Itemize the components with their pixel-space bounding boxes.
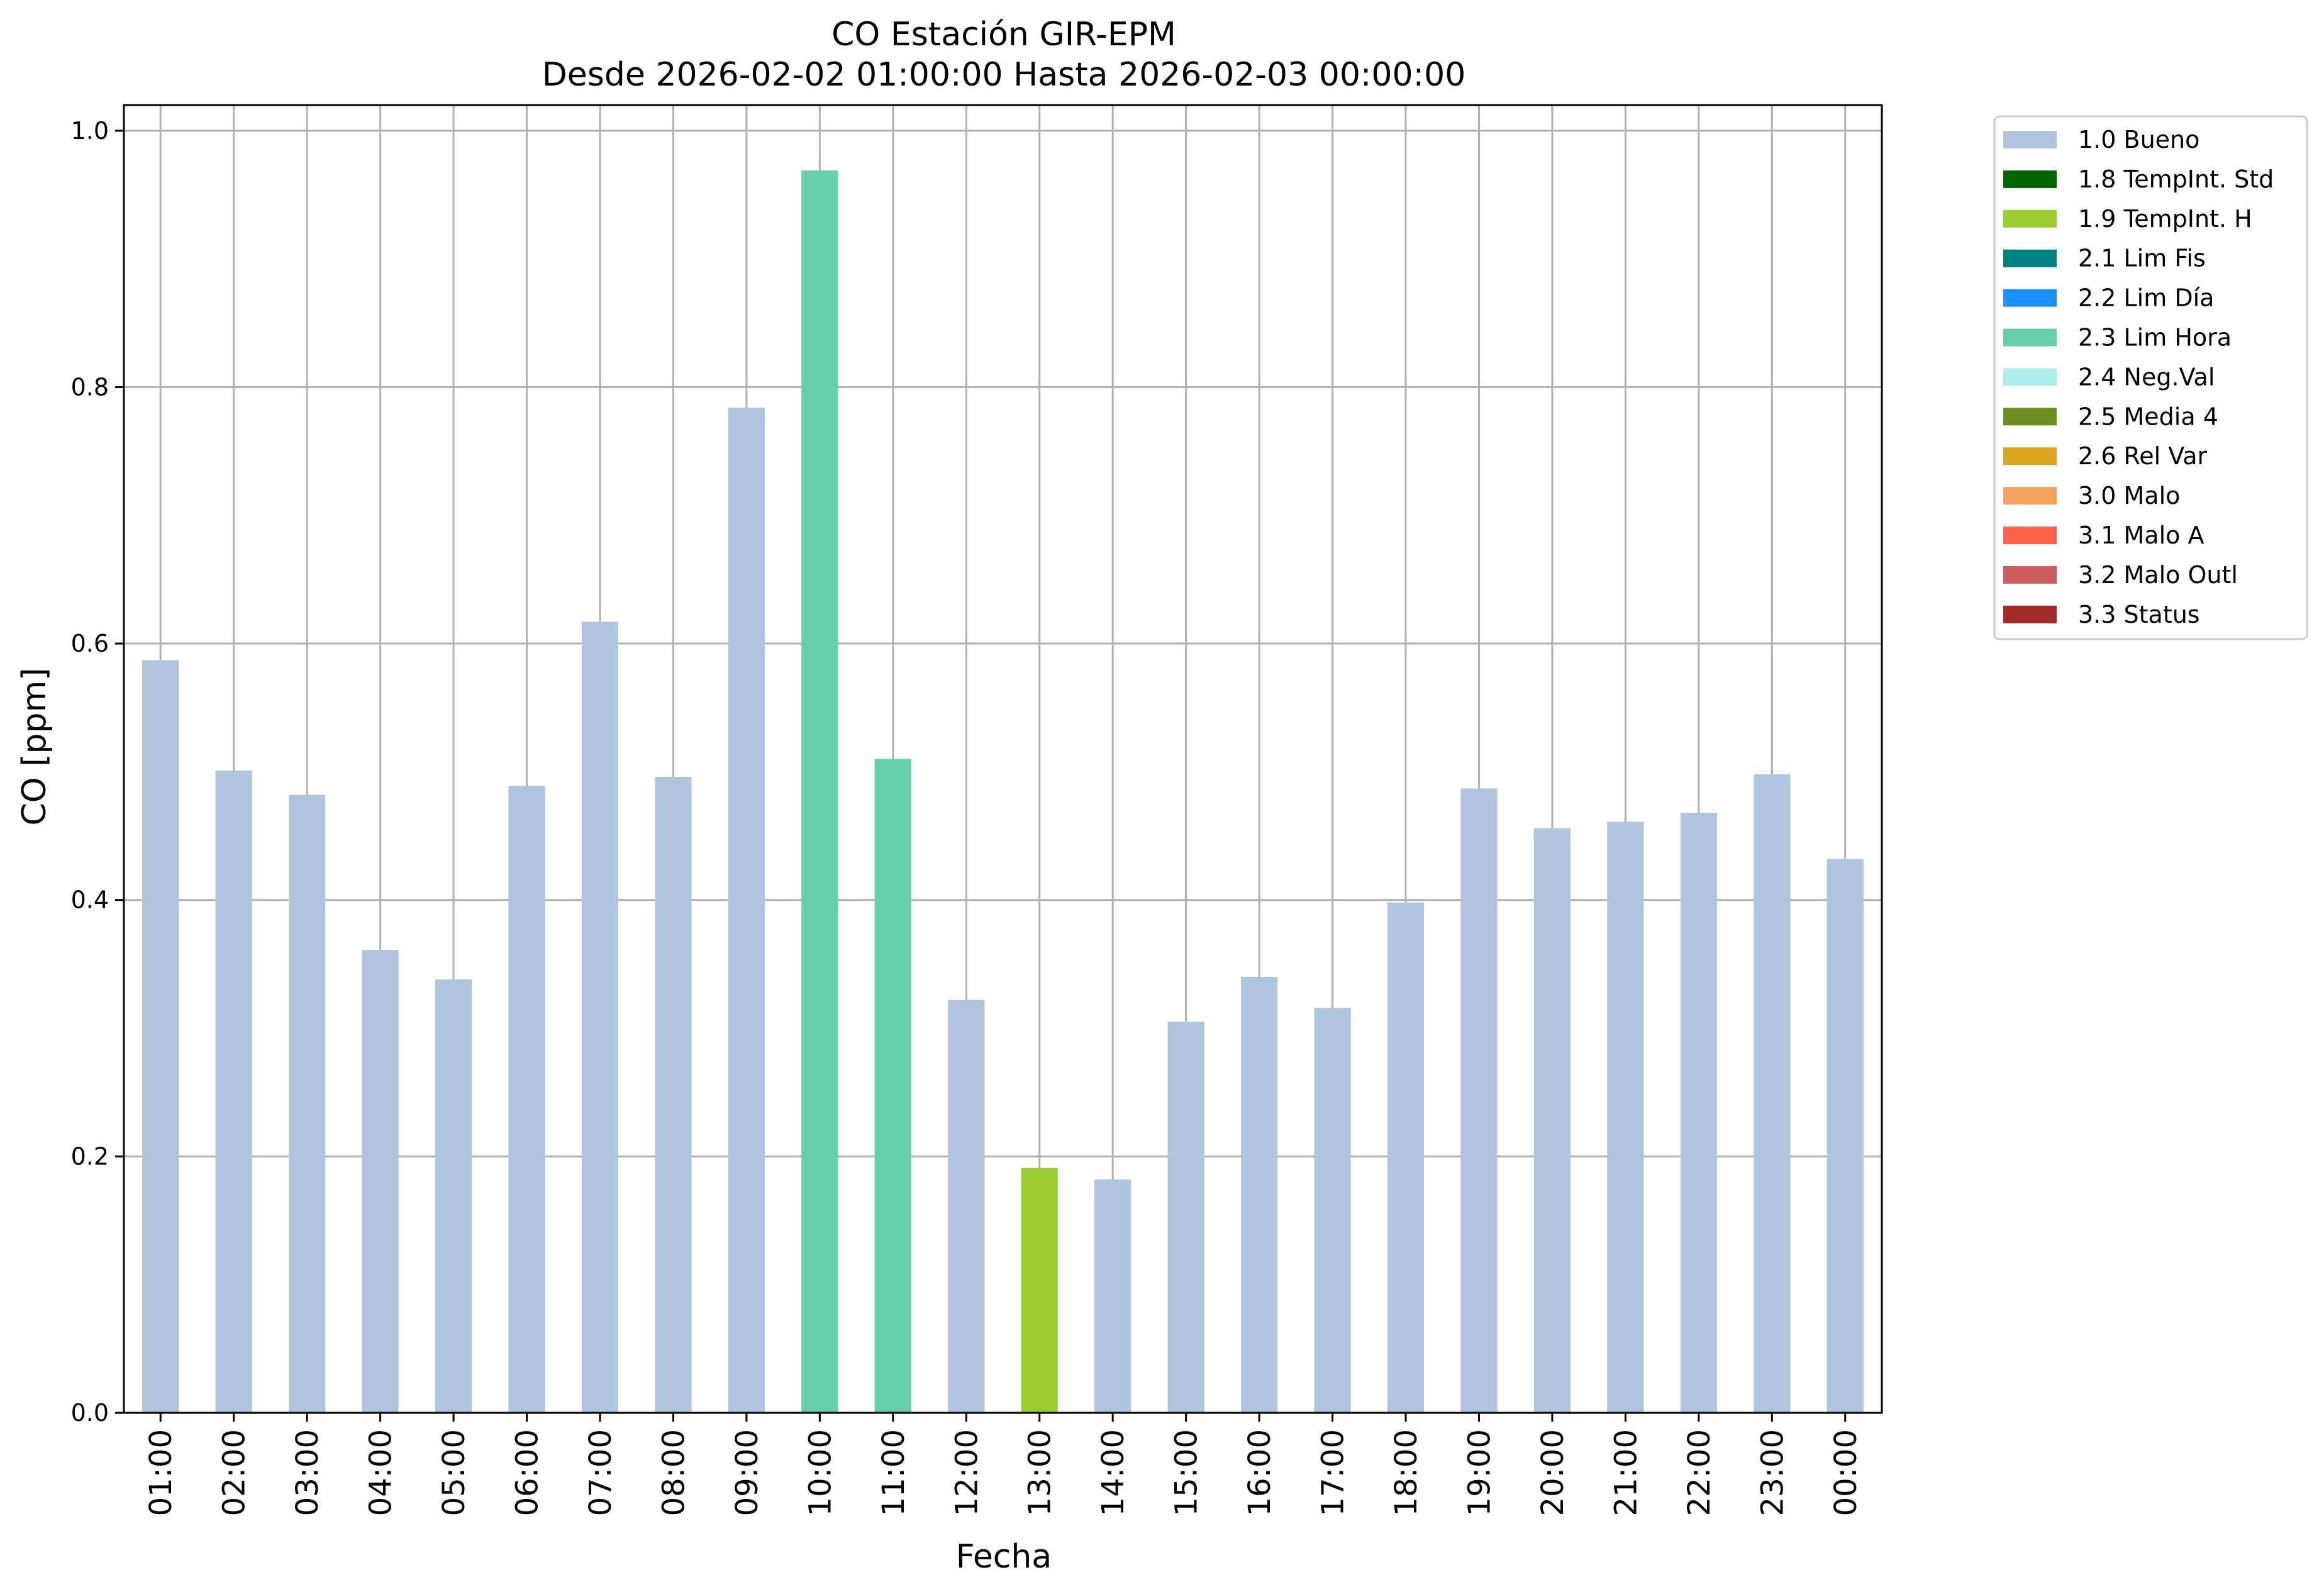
x-tick-label: 00:00 [1828, 1429, 1864, 1516]
bar-0000 [1826, 859, 1864, 1413]
legend-label: 2.3 Lim Hora [2078, 324, 2232, 352]
x-tick-label: 21:00 [1608, 1429, 1643, 1516]
legend-label: 2.6 Rel Var [2078, 442, 2208, 470]
bar-1500 [1167, 1022, 1204, 1413]
x-tick-label: 08:00 [656, 1429, 691, 1516]
bar-0200 [215, 770, 252, 1413]
legend-swatch [2003, 447, 2057, 465]
x-tick-label: 02:00 [217, 1429, 252, 1516]
x-tick-label: 01:00 [143, 1429, 179, 1516]
bar-0900 [728, 408, 765, 1413]
x-axis-label: Fecha [956, 1538, 1052, 1576]
x-tick-label: 17:00 [1316, 1429, 1351, 1516]
legend-swatch [2003, 289, 2057, 307]
bar-0500 [435, 979, 472, 1413]
plot-frame [123, 104, 1883, 1414]
x-tick-label: 14:00 [1096, 1429, 1131, 1516]
bar-1200 [948, 1000, 985, 1413]
legend-label: 2.4 Neg.Val [2078, 363, 2215, 391]
legend-swatch [2003, 209, 2057, 228]
y-axis-ticks: 0.0 0.2 0.4 0.6 0.8 1.0 [71, 117, 124, 1427]
y-axis-label: CO [ppm] [16, 667, 53, 825]
y-tick-label: 0.2 [71, 1142, 109, 1170]
bar-2300 [1754, 774, 1791, 1413]
bars [142, 170, 1864, 1413]
bar-1700 [1314, 1007, 1351, 1413]
chart-subtitle: Desde 2026-02-02 01:00:00 Hasta 2026-02-… [542, 56, 1466, 94]
x-tick-label: 11:00 [876, 1429, 911, 1516]
legend-swatch [2003, 249, 2057, 267]
bar-0600 [508, 786, 545, 1413]
legend-label: 1.0 Bueno [2078, 126, 2199, 153]
chart-title: CO Estación GIR-EPM [831, 16, 1176, 53]
bar-2000 [1533, 828, 1571, 1413]
legend-label: 3.2 Malo Outl [2078, 561, 2238, 589]
legend-swatch [2003, 328, 2057, 347]
x-tick-label: 20:00 [1535, 1429, 1571, 1516]
bar-2100 [1607, 822, 1644, 1413]
legend-swatch [2003, 368, 2057, 386]
legend-swatch [2003, 527, 2057, 544]
y-tick-label: 1.0 [71, 117, 109, 145]
x-tick-label: 03:00 [290, 1429, 325, 1516]
bar-0700 [581, 621, 619, 1413]
bar-1600 [1240, 977, 1278, 1413]
legend-swatch [2003, 566, 2057, 584]
bar-0100 [142, 660, 179, 1413]
x-tick-label: 22:00 [1682, 1429, 1717, 1516]
legend-label: 3.1 Malo A [2078, 521, 2204, 549]
x-tick-label: 19:00 [1462, 1429, 1497, 1516]
legend-label: 3.0 Malo [2078, 482, 2180, 510]
legend-label: 3.3 Status [2078, 601, 2200, 628]
bar-1100 [874, 759, 911, 1413]
y-tick-label: 0.4 [71, 886, 109, 914]
bar-1300 [1021, 1168, 1058, 1413]
bar-1000 [801, 170, 838, 1413]
legend-label: 2.5 Media 4 [2078, 403, 2218, 430]
x-tick-label: 16:00 [1242, 1429, 1277, 1516]
x-tick-label: 23:00 [1755, 1429, 1790, 1516]
x-tick-label: 13:00 [1023, 1429, 1058, 1516]
legend-label: 2.1 Lim Fis [2078, 245, 2206, 272]
x-tick-label: 07:00 [583, 1429, 618, 1516]
bar-2200 [1680, 813, 1717, 1413]
y-tick-label: 0.8 [71, 373, 109, 401]
legend-swatch [2003, 408, 2057, 426]
bar-1400 [1094, 1179, 1131, 1413]
legend-label: 1.9 TempInt. H [2078, 205, 2252, 233]
legend: 1.0 Bueno 1.8 TempInt. Std 1.9 TempInt. H 2… [1993, 115, 2308, 640]
legend-label: 2.2 Lim Día [2078, 284, 2214, 312]
legend-box [1993, 115, 2308, 640]
y-tick-label: 0.6 [71, 630, 109, 657]
y-tick-label: 0.0 [71, 1399, 109, 1427]
x-tick-label: 09:00 [730, 1429, 765, 1516]
legend-swatch [2003, 605, 2057, 623]
bar-1900 [1460, 788, 1498, 1413]
legend-label: 1.8 TempInt. Std [2078, 165, 2274, 193]
x-tick-label: 10:00 [803, 1429, 838, 1516]
legend-swatch [2003, 131, 2057, 148]
x-tick-label: 15:00 [1169, 1429, 1204, 1516]
x-tick-label: 18:00 [1389, 1429, 1424, 1516]
bar-0300 [289, 794, 326, 1413]
x-axis-ticks: 01:00 02:00 03:00 04:00 05:00 06:00 07:00 08:00… [143, 1413, 1864, 1516]
legend-swatch [2003, 170, 2057, 188]
legend-swatch [2003, 487, 2057, 505]
x-tick-label: 04:00 [364, 1429, 399, 1516]
bar-1800 [1387, 902, 1425, 1413]
bar-0400 [362, 950, 399, 1413]
bar-0800 [655, 777, 692, 1413]
x-tick-label: 05:00 [436, 1429, 472, 1516]
x-tick-label: 12:00 [949, 1429, 984, 1516]
x-tick-label: 06:00 [510, 1429, 545, 1516]
